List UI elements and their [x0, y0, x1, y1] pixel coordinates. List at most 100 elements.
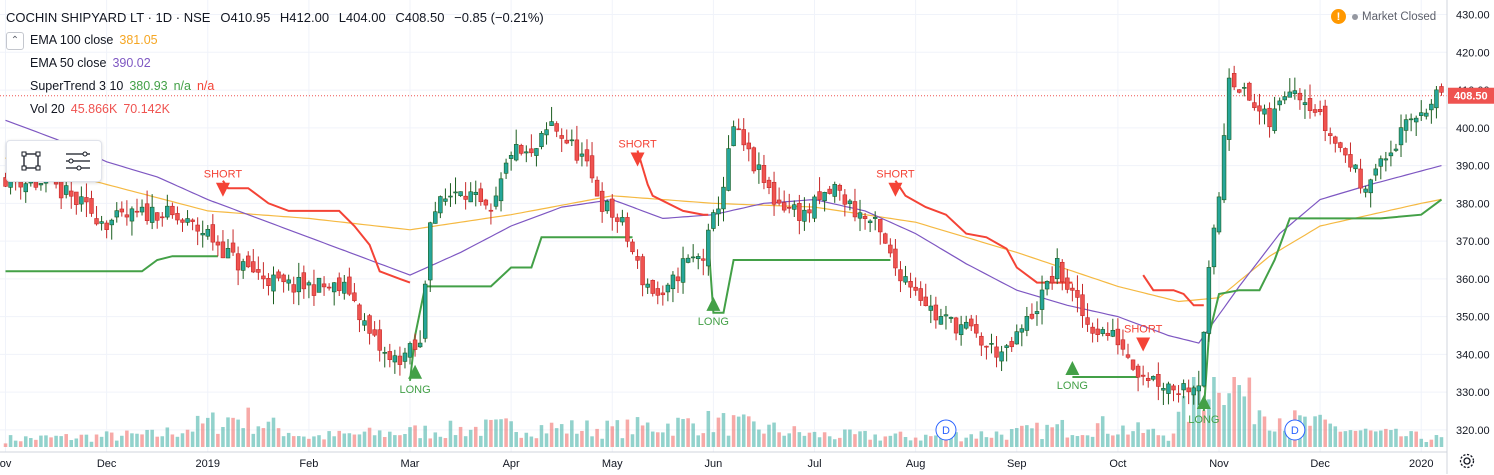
candle [377, 319, 382, 362]
candle-body [731, 126, 736, 147]
candle [175, 206, 180, 225]
dividend-circle [935, 419, 957, 441]
candle [832, 181, 837, 203]
candle [787, 193, 792, 214]
candle [503, 158, 509, 179]
candle [1287, 78, 1293, 98]
legend-volume[interactable]: Vol 20 45.866K 70.142K [6, 98, 550, 121]
symbol-title[interactable]: COCHIN SHIPYARD LT · 1D · NSE [6, 10, 211, 25]
candle-body [1333, 136, 1338, 144]
candle [165, 194, 170, 220]
candle-body [1393, 148, 1399, 151]
candle [822, 191, 827, 212]
candle [599, 182, 605, 223]
candle [594, 176, 600, 197]
candle [473, 180, 478, 207]
candle-body [1039, 289, 1045, 310]
volume-bar [337, 430, 342, 447]
candle-body [311, 284, 317, 296]
settings-gear-icon[interactable] [1458, 452, 1476, 470]
warning-icon[interactable]: ! [1331, 9, 1346, 24]
y-tick-label: 340.00 [1456, 349, 1490, 361]
candle-body [721, 186, 726, 210]
market-status[interactable]: ! Market Closed [1331, 9, 1436, 24]
volume-bar [1353, 430, 1358, 447]
candle [1145, 372, 1151, 388]
candle [827, 185, 832, 195]
volume-bar [1267, 430, 1272, 447]
volume-bar [165, 427, 170, 447]
candle [1100, 326, 1105, 337]
candle-body [89, 198, 94, 214]
candle [1186, 379, 1191, 405]
candle-body [928, 305, 934, 311]
candle [1130, 359, 1136, 372]
volume-bar [994, 431, 999, 447]
candle [549, 106, 554, 126]
candle-body [149, 206, 155, 223]
candle-body [534, 148, 539, 156]
candle [893, 238, 898, 276]
candle-body [1413, 117, 1419, 123]
volume-bar [64, 434, 68, 447]
candle-body [372, 329, 377, 336]
y-tick-label: 430.00 [1456, 10, 1490, 22]
candle [524, 145, 529, 163]
volume-bar [797, 432, 802, 447]
candle [433, 201, 438, 224]
candle-body [271, 274, 276, 292]
candle-body [1312, 109, 1318, 113]
volume-bar [1050, 427, 1054, 447]
candle [1080, 283, 1085, 328]
rectangle-tool-icon[interactable] [16, 146, 46, 176]
volume-bar [676, 417, 680, 447]
candle [453, 177, 458, 205]
candle-body [604, 201, 610, 212]
candle [604, 199, 610, 214]
candle [721, 176, 726, 222]
volume-bar [448, 420, 453, 447]
volume-bar [256, 426, 261, 447]
candle-body [1090, 326, 1095, 334]
candle-body [594, 179, 600, 197]
candle-body [160, 216, 165, 219]
candle-body [817, 191, 822, 200]
volume-bar [509, 421, 513, 447]
legend-ema100[interactable]: ⌃ EMA 100 close 381.05 [6, 29, 550, 52]
candle-body [321, 283, 327, 288]
candle [1181, 379, 1186, 399]
collapse-legend-icon[interactable]: ⌃ [6, 31, 24, 50]
volume-bar [1212, 377, 1216, 447]
volume-bar [752, 421, 756, 447]
dividend-marker[interactable]: D [1284, 419, 1306, 441]
long-label: LONG [1188, 414, 1219, 426]
candle-body [38, 183, 44, 186]
y-tick-label: 330.00 [1456, 387, 1490, 399]
candle-body [1237, 89, 1242, 93]
candle-body [69, 190, 74, 197]
candle-body [953, 317, 959, 334]
supertrend-down-line [222, 180, 411, 284]
low-value: L404.00 [338, 10, 386, 25]
candle [74, 191, 79, 215]
volume-bar [302, 436, 306, 447]
volume-bar [473, 426, 478, 447]
volume-label: Vol 20 [30, 102, 65, 116]
candle-body [377, 329, 382, 351]
volume-bar [1156, 435, 1161, 447]
parallel-lines-tool-icon[interactable] [63, 146, 93, 176]
candle-body [144, 203, 150, 222]
volume-bar [1116, 434, 1120, 447]
candle [1312, 104, 1318, 117]
legend-supertrend[interactable]: SuperTrend 3 10 380.93 n/a n/a [6, 75, 550, 98]
candle-body [979, 335, 984, 346]
volume-bar [8, 435, 13, 447]
volume-bar [736, 416, 741, 447]
candle-body [599, 190, 605, 212]
legend-ema50[interactable]: EMA 50 close 390.02 [6, 52, 550, 75]
volume-bar [595, 428, 599, 447]
dividend-marker[interactable]: D [935, 419, 957, 441]
candle [251, 249, 256, 274]
volume-bar [832, 439, 837, 447]
volume-bar [969, 434, 974, 447]
